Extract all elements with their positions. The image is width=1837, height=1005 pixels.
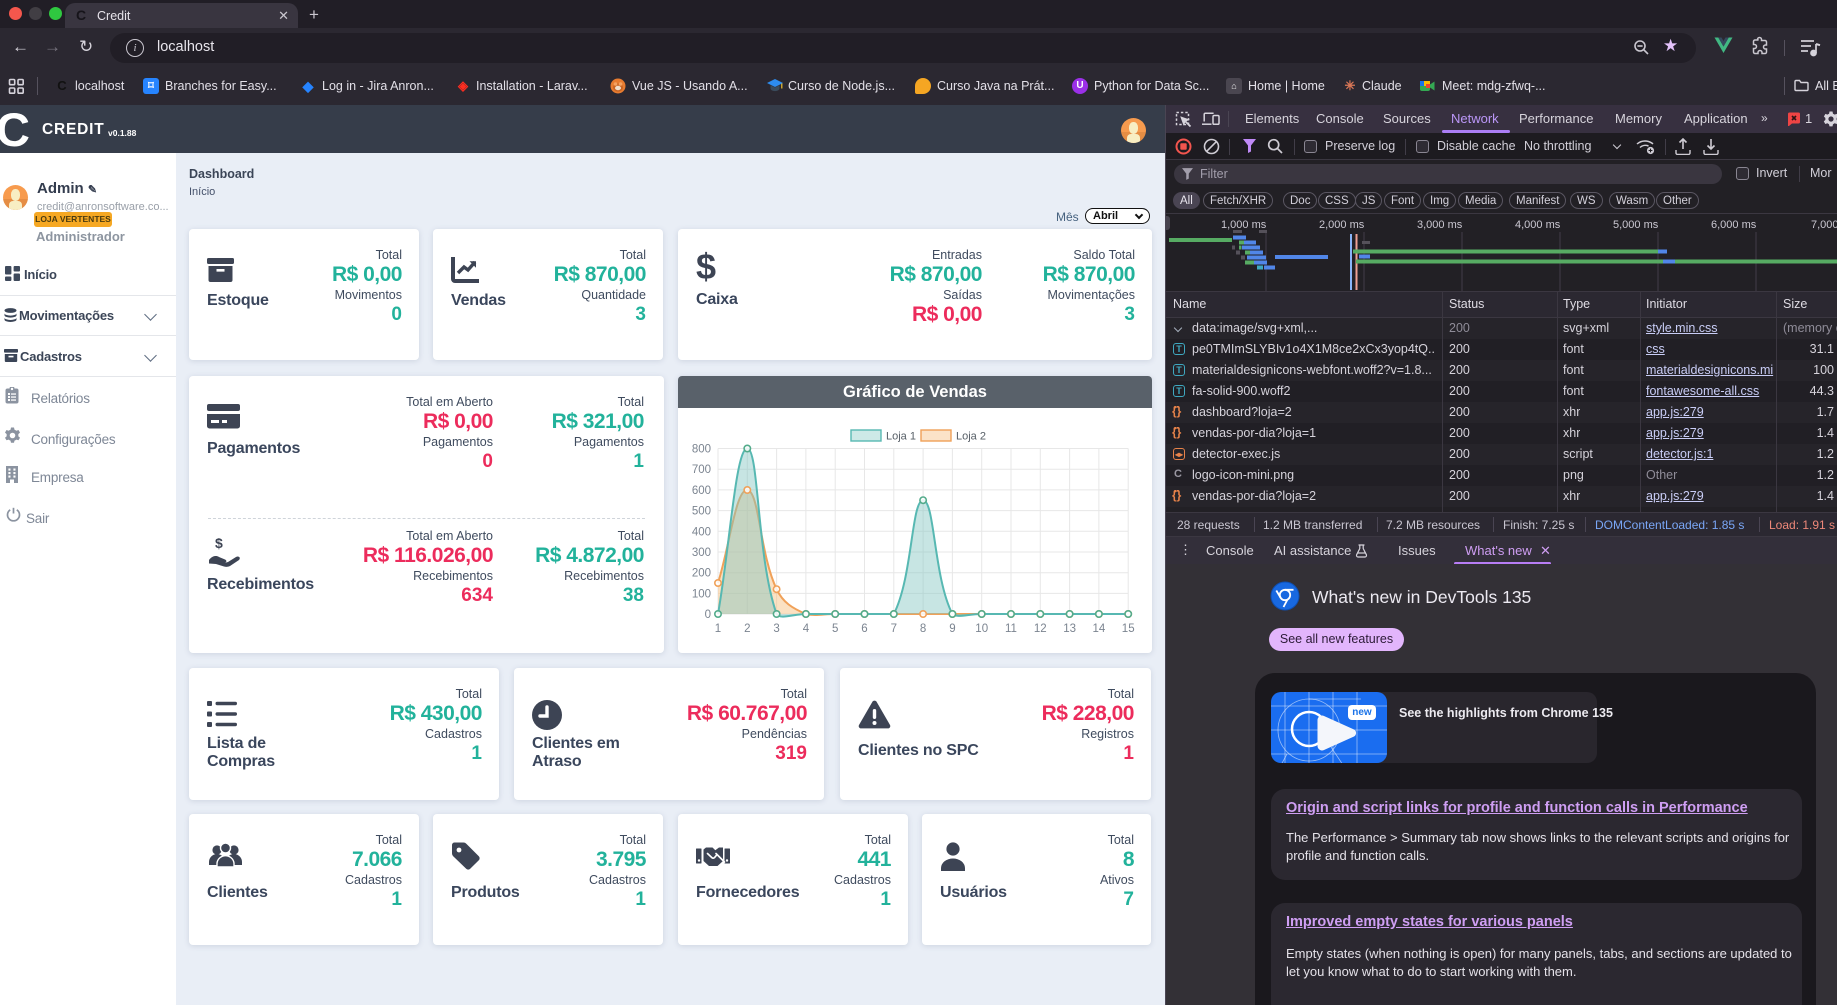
- svg-text:300: 300: [692, 547, 711, 559]
- svg-text:15: 15: [1122, 623, 1135, 635]
- svg-text:200: 200: [692, 568, 711, 580]
- svg-text:13: 13: [1063, 623, 1076, 635]
- svg-text:9: 9: [949, 623, 955, 635]
- svg-text:3: 3: [773, 623, 779, 635]
- svg-text:2: 2: [744, 623, 750, 635]
- svg-text:1: 1: [715, 623, 721, 635]
- svg-text:$: $: [215, 536, 223, 551]
- svg-text:11: 11: [1005, 623, 1017, 635]
- svg-text:500: 500: [692, 506, 711, 518]
- svg-text:400: 400: [692, 526, 711, 538]
- svg-text:7: 7: [891, 623, 897, 635]
- svg-text:Loja 2: Loja 2: [956, 431, 986, 443]
- svg-text:100: 100: [692, 588, 711, 600]
- svg-text:600: 600: [692, 485, 711, 497]
- svg-text:700: 700: [692, 464, 711, 476]
- svg-text:6: 6: [861, 623, 867, 635]
- svg-text:10: 10: [975, 623, 988, 635]
- svg-text:Loja 1: Loja 1: [886, 431, 916, 443]
- svg-text:5: 5: [832, 623, 838, 635]
- svg-text:0: 0: [705, 609, 711, 621]
- svg-text:8: 8: [920, 623, 926, 635]
- svg-text:4: 4: [803, 623, 810, 635]
- svg-text:14: 14: [1093, 623, 1106, 635]
- svg-text:12: 12: [1034, 623, 1047, 635]
- svg-text:800: 800: [692, 444, 711, 456]
